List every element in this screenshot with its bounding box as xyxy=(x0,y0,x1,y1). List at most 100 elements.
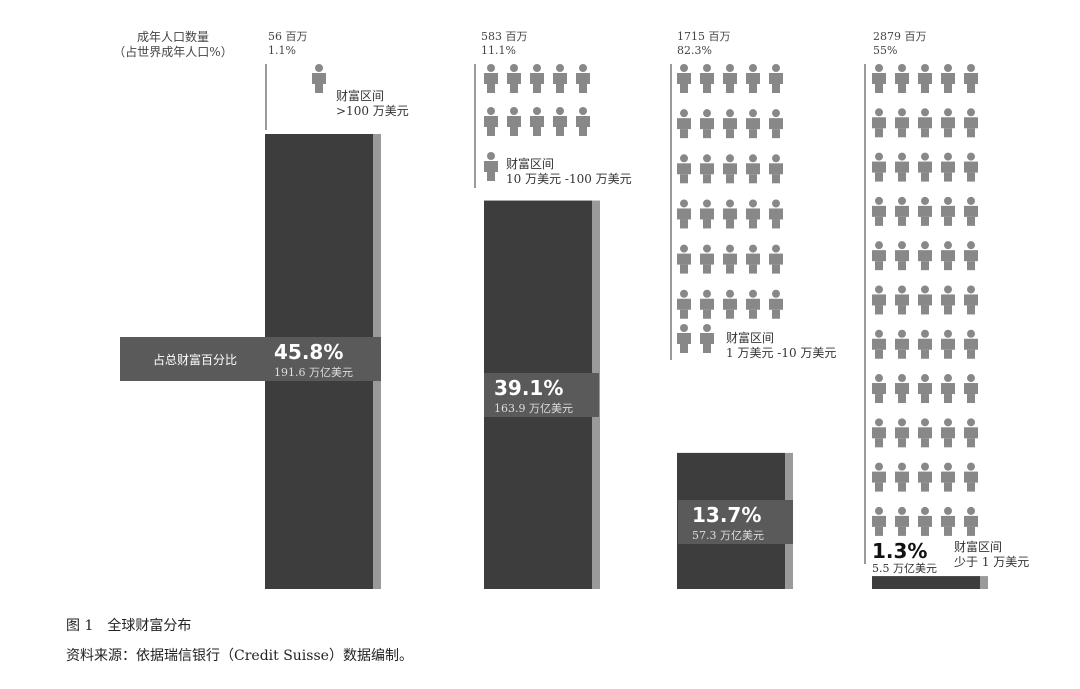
person-icon xyxy=(895,285,909,315)
range4-label: 财富区间 少于 1 万美元 xyxy=(954,540,1029,570)
range1-label: 财富区间 >100 万美元 xyxy=(336,89,409,119)
bar4-value-label: 1.3% xyxy=(872,539,928,563)
person-icon xyxy=(872,196,886,226)
person-icon xyxy=(964,418,978,448)
population-axis-header: 成年人口数量 （占世界成年人口%） xyxy=(88,30,258,60)
person-icon xyxy=(964,241,978,271)
bar4-value-group: 1.3% 5.5 万亿美元 xyxy=(872,540,937,576)
person-icon xyxy=(941,329,955,359)
person-icon xyxy=(941,108,955,138)
person-icon xyxy=(746,199,760,229)
range4-line2: 少于 1 万美元 xyxy=(954,555,1030,569)
range2-line1: 财富区间 xyxy=(506,157,555,171)
bar1-amount-label: 191.6 万亿美元 xyxy=(274,366,353,379)
person-icon xyxy=(700,289,714,319)
person-icon xyxy=(918,418,932,448)
person-icon xyxy=(576,107,590,136)
person-icon xyxy=(895,462,909,492)
person-icon xyxy=(918,108,932,138)
population-header-line1: 成年人口数量 xyxy=(136,30,209,44)
person-icon xyxy=(918,329,932,359)
person-icon xyxy=(918,374,932,404)
person-icon xyxy=(941,241,955,271)
person-icon xyxy=(895,152,909,182)
person-icon xyxy=(746,64,760,93)
bar2-amount-label: 163.9 万亿美元 xyxy=(494,402,573,415)
person-icon xyxy=(677,154,691,184)
range2-label: 财富区间 10 万美元 -100 万美元 xyxy=(506,157,632,187)
person-icon xyxy=(872,374,886,404)
person-icon xyxy=(484,107,498,136)
col1-divider xyxy=(265,64,267,130)
person-icon xyxy=(507,64,521,93)
person-icon xyxy=(484,152,498,181)
col3-share: 82.3% xyxy=(677,44,712,57)
person-icon xyxy=(700,64,714,93)
person-icon xyxy=(918,64,932,93)
person-icon xyxy=(941,506,955,536)
person-icon xyxy=(964,196,978,226)
person-icon xyxy=(964,64,978,93)
person-icon xyxy=(553,107,567,136)
person-icon xyxy=(723,109,737,139)
person-icon xyxy=(964,329,978,359)
person-icon xyxy=(872,418,886,448)
population-header-line2: （占世界成年人口%） xyxy=(113,45,233,59)
person-icon xyxy=(484,64,498,93)
person-icon xyxy=(872,329,886,359)
col4-population: 2879 百万 xyxy=(873,30,927,43)
person-icon xyxy=(872,506,886,536)
bar4-amount-label: 5.5 万亿美元 xyxy=(872,562,937,575)
bar2-value-band: 39.1% 163.9 万亿美元 xyxy=(484,373,599,417)
person-icon xyxy=(723,289,737,319)
person-icon xyxy=(553,64,567,93)
person-icon xyxy=(677,199,691,229)
person-icon xyxy=(918,196,932,226)
person-icon xyxy=(872,152,886,182)
person-icon xyxy=(941,196,955,226)
wealth-share-label: 占总财富百分比 xyxy=(152,352,237,367)
bar3-amount-label: 57.3 万亿美元 xyxy=(692,529,764,542)
person-icon xyxy=(918,506,932,536)
person-icon xyxy=(677,289,691,319)
person-icon xyxy=(895,64,909,93)
bar3-value-band: 13.7% 57.3 万亿美元 xyxy=(678,500,793,544)
person-icon xyxy=(918,241,932,271)
person-icon xyxy=(918,285,932,315)
person-icon xyxy=(872,108,886,138)
person-icon xyxy=(723,244,737,274)
person-icon xyxy=(941,374,955,404)
person-icon xyxy=(872,285,886,315)
person-icon xyxy=(677,64,691,93)
person-icon xyxy=(941,285,955,315)
col4-header: 2879 百万 55% xyxy=(873,30,927,58)
bar2-value-label: 39.1% xyxy=(494,376,564,400)
col4-divider xyxy=(864,64,866,564)
range3-label: 财富区间 1 万美元 -10 万美元 xyxy=(726,331,836,361)
person-icon xyxy=(895,196,909,226)
col3-header: 1715 百万 82.3% xyxy=(677,30,731,58)
person-icon xyxy=(677,324,691,353)
person-icon xyxy=(895,329,909,359)
col2-header: 583 百万 11.1% xyxy=(481,30,528,58)
person-icon xyxy=(895,506,909,536)
range4-line1: 财富区间 xyxy=(954,540,1003,554)
person-icon xyxy=(530,64,544,93)
person-icon xyxy=(746,154,760,184)
person-icon xyxy=(941,418,955,448)
person-icon xyxy=(964,374,978,404)
person-icon xyxy=(872,462,886,492)
person-icon xyxy=(677,109,691,139)
col2-population: 583 百万 xyxy=(481,30,528,43)
col3-divider xyxy=(670,64,672,360)
col1-header: 56 百万 1.1% xyxy=(268,30,308,58)
person-icon xyxy=(941,152,955,182)
person-icon xyxy=(507,107,521,136)
person-icon xyxy=(746,244,760,274)
person-icon xyxy=(700,244,714,274)
person-icon xyxy=(769,109,783,139)
person-icon xyxy=(895,418,909,448)
person-icon xyxy=(964,152,978,182)
person-icon xyxy=(941,462,955,492)
range3-line2: 1 万美元 -10 万美元 xyxy=(726,346,837,360)
